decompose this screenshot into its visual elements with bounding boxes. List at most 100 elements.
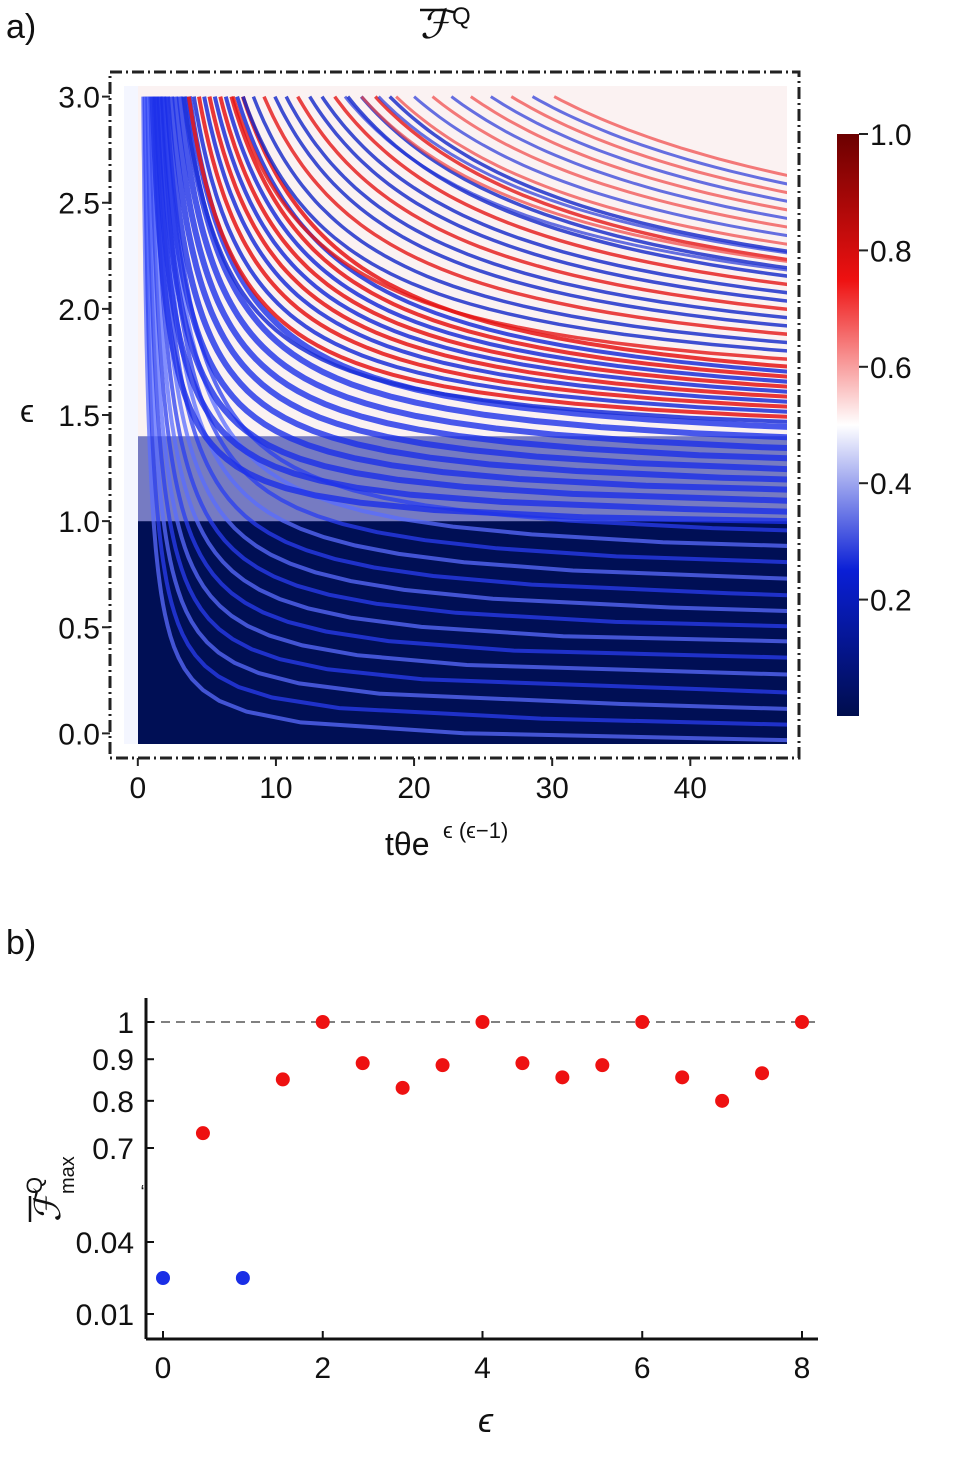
- heatmap-oscillation-band: [186, 96, 787, 419]
- scatter-point-red: [635, 1015, 650, 1029]
- heatmap-mid-band: [160, 96, 787, 493]
- heatmap-upper-band: [241, 96, 787, 353]
- heatmap-x-label: tθe: [385, 826, 429, 862]
- heatmap-oscillation-band: [202, 96, 787, 404]
- axis-break-mark: “: [141, 1182, 147, 1202]
- heatmap-y-label: ϵ: [20, 393, 34, 429]
- heatmap-oscillation-band: [181, 96, 787, 424]
- heatmap-upper-band: [374, 95, 787, 262]
- heatmap-y-tick-label: 0.5: [58, 612, 100, 645]
- scatter-point-red: [515, 1056, 530, 1071]
- scatter-point-red: [395, 1080, 410, 1095]
- heatmap-x-tick-label: 40: [674, 772, 707, 805]
- colorbar-ticks: 1.0 0.8 0.6 0.4 0.2: [859, 119, 912, 618]
- heatmap-oscillation-band: [197, 96, 787, 409]
- heatmap-y-tick-label: 2.0: [58, 294, 100, 327]
- colorbar: [837, 134, 859, 716]
- scatter-point-red: [595, 1058, 610, 1073]
- heatmap-far-band: [553, 95, 787, 177]
- heatmap-title-sup: Q: [452, 3, 471, 30]
- colorbar-tick-label: 0.2: [870, 585, 912, 618]
- heatmap-far-band: [395, 95, 787, 246]
- heatmap-y-tick-label: 1.0: [58, 506, 100, 539]
- heatmap-far-band: [469, 95, 787, 212]
- scatter-x-tick-label: 4: [474, 1352, 491, 1385]
- heatmap-oscillation-band: [218, 96, 787, 389]
- heatmap-far-band: [510, 95, 787, 195]
- heatmap-mid-band: [153, 96, 787, 515]
- heatmap-far-band: [531, 95, 787, 186]
- scatter-point-red: [435, 1058, 450, 1073]
- heatmap-mid-band: [156, 96, 787, 504]
- heatmap-far-band: [343, 95, 787, 272]
- scatter-y-tick-label: 0.04: [76, 1227, 134, 1260]
- scatter-y-ticks: 0.01 0.04 0.7 0.8 0.9 1: [76, 1007, 154, 1332]
- heatmap-oscillation-band: [235, 95, 787, 374]
- scatter-point-blue: [156, 1271, 170, 1285]
- heatmap-oscillation-band: [207, 96, 787, 399]
- heatmap-far-band: [489, 95, 787, 203]
- scatter-y-tick-label: 0.7: [92, 1133, 134, 1166]
- heatmap-y-ticks: 0.0 0.5 1.0 1.5 2.0 2.5 3.0: [58, 82, 110, 751]
- heatmap-upper-band: [251, 95, 787, 345]
- scatter-point-blue: [235, 1271, 250, 1285]
- heatmap-left-strip: [124, 86, 138, 744]
- heatmap-x-ticks: 0 10 20 30 40: [129, 758, 707, 805]
- colorbar-tick-label: 0.6: [870, 352, 912, 385]
- scatter-x-tick-label: 2: [314, 1352, 331, 1385]
- heatmap-upper-band: [308, 95, 787, 303]
- scatter-point-red: [795, 1015, 809, 1029]
- scatter-y-tick-label: 0.01: [76, 1299, 134, 1332]
- panel-label-b: b): [6, 924, 37, 962]
- scatter-point-red: [715, 1093, 730, 1108]
- heatmap-y-tick-label: 3.0: [58, 82, 100, 115]
- heatmap-mid-band: [176, 96, 787, 452]
- heatmap-far-band: [450, 95, 787, 220]
- heatmap-upper-band: [359, 95, 787, 270]
- heatmap-upper-band: [388, 95, 787, 253]
- scatter-x-tick-label: 6: [634, 1352, 651, 1385]
- heatmap-x-tick-label: 30: [536, 772, 569, 805]
- heatmap-chart: 0 10 20 30 40 0.00.51.01.52.02.53.0 ℱ Q tθe …: [20, 3, 912, 862]
- heatmap-upper-band: [296, 95, 787, 312]
- heatmap-x-tick-label: 0: [129, 772, 146, 805]
- heatmap-y-tick-label: 2.5: [58, 188, 100, 221]
- heatmap-upper-band: [262, 95, 787, 336]
- heatmap-mid-band: [172, 96, 787, 462]
- heatmap-upper-band: [273, 95, 787, 328]
- heatmap-y-tick-label: 0.0: [58, 718, 100, 751]
- heatmap-mid-band: [168, 96, 787, 473]
- scatter-chart: “ 0.01 0.04 0.7 0.8 0.9 1 0 2 4 6 8 ϵ ℱ Q max: [22, 998, 818, 1440]
- heatmap-far-band: [360, 95, 787, 263]
- heatmap-field: [124, 86, 787, 744]
- scatter-y-tick-label: 1: [117, 1007, 134, 1040]
- scatter-point-red: [355, 1056, 370, 1071]
- heatmap-x-label-sup: ϵ (ϵ−1): [443, 818, 508, 843]
- scatter-point-red: [555, 1070, 570, 1085]
- scatter-point-red: [755, 1066, 770, 1081]
- heatmap-oscillation-band: [223, 96, 787, 384]
- scatter-point-red: [315, 1015, 330, 1029]
- heatmap-low-band: [148, 96, 787, 660]
- scatter-point-red: [275, 1072, 290, 1087]
- scatter-y-tick-label: 0.9: [92, 1044, 134, 1077]
- scatter-y-label: ℱ Q max: [22, 1156, 79, 1222]
- colorbar-tick-label: 0.8: [870, 235, 912, 268]
- scatter-y-label-sup: Q: [22, 1177, 47, 1194]
- scatter-y-label-sub: max: [57, 1156, 79, 1194]
- panel-label-a: a): [6, 8, 37, 46]
- scatter-point-red: [475, 1015, 490, 1029]
- scatter-y-tick-label: 0.8: [92, 1086, 134, 1119]
- scatter-x-ticks: 0 2 4 6 8: [155, 1331, 811, 1385]
- heatmap-upper-band: [320, 95, 787, 295]
- scatter-point-red: [675, 1070, 690, 1085]
- scatter-x-tick-label: 8: [794, 1352, 811, 1385]
- heatmap-oscillation-band: [212, 96, 787, 394]
- colorbar-tick-label: 0.4: [870, 468, 912, 501]
- scatter-points: [156, 1015, 809, 1285]
- heatmap-far-band: [413, 95, 787, 238]
- scatter-x-tick-label: 0: [155, 1352, 172, 1385]
- heatmap-mid-band: [149, 96, 787, 525]
- heatmap-y-tick-label: 1.5: [58, 400, 100, 433]
